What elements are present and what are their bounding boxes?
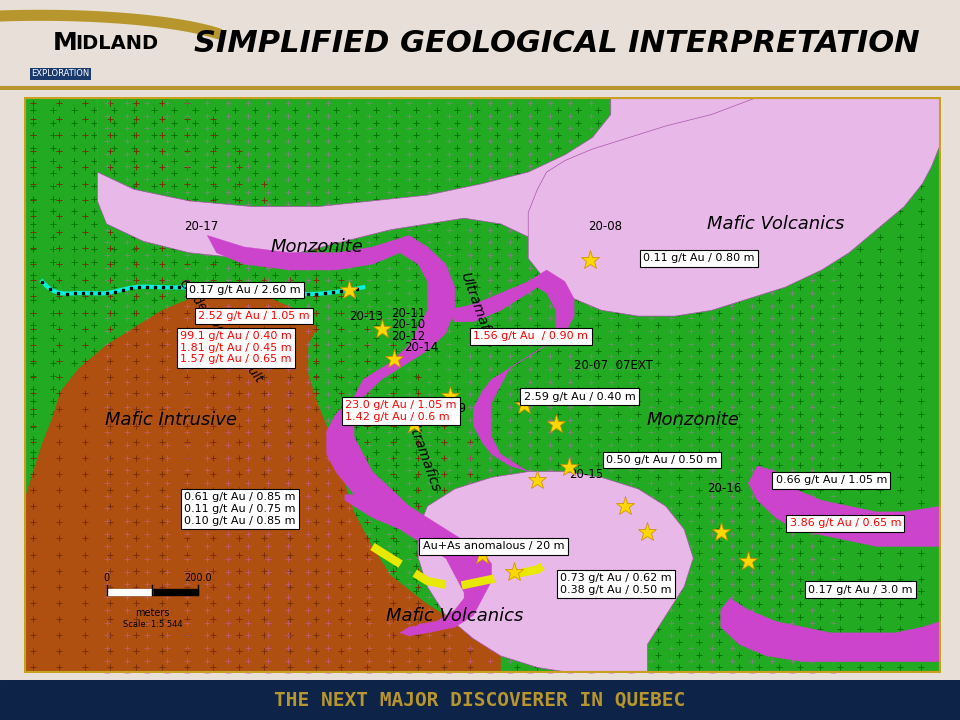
- Text: 23.0 g/t Au / 1.05 m
1.42 g/t Au / 0.6 m: 23.0 g/t Au / 1.05 m 1.42 g/t Au / 0.6 m: [345, 400, 456, 422]
- Text: 20-09: 20-09: [432, 402, 467, 415]
- Text: 20-12: 20-12: [391, 330, 425, 343]
- Text: M: M: [53, 31, 78, 55]
- Text: 20-17: 20-17: [184, 220, 219, 233]
- Text: IDLAND: IDLAND: [75, 34, 158, 53]
- Text: 0: 0: [104, 573, 109, 582]
- Text: 20-10: 20-10: [391, 318, 425, 331]
- Polygon shape: [345, 495, 482, 636]
- Text: 0.50 g/t Au / 0.50 m: 0.50 g/t Au / 0.50 m: [606, 455, 717, 465]
- Text: 2.52 g/t Au / 1.05 m: 2.52 g/t Au / 1.05 m: [198, 311, 310, 321]
- Polygon shape: [24, 97, 501, 673]
- Text: 0.17 g/t Au / 3.0 m: 0.17 g/t Au / 3.0 m: [808, 585, 912, 595]
- Polygon shape: [419, 472, 693, 673]
- Text: 0.66 g/t Au / 1.05 m: 0.66 g/t Au / 1.05 m: [776, 475, 887, 485]
- Text: Ultramafics: Ultramafics: [402, 415, 443, 494]
- Text: 0.61 g/t Au / 0.85 m
0.11 g/t Au / 0.75 m
0.10 g/t Au / 0.85 m: 0.61 g/t Au / 0.85 m 0.11 g/t Au / 0.75 …: [184, 492, 296, 526]
- Text: 0.17 g/t Au / 2.60 m: 0.17 g/t Au / 2.60 m: [189, 285, 300, 295]
- Text: SIMPLIFIED GEOLOGICAL INTERPRETATION: SIMPLIFIED GEOLOGICAL INTERPRETATION: [194, 29, 920, 58]
- Text: 20-08: 20-08: [588, 220, 622, 233]
- Text: Mafic Volcanics: Mafic Volcanics: [708, 215, 845, 233]
- Text: Scale: 1:5 544: Scale: 1:5 544: [123, 620, 182, 629]
- Polygon shape: [97, 97, 822, 258]
- Text: 3.86 g/t Au / 0.65 m: 3.86 g/t Au / 0.65 m: [789, 518, 901, 528]
- Polygon shape: [748, 466, 941, 546]
- Text: Au+As anomalous / 20 m: Au+As anomalous / 20 m: [422, 541, 564, 552]
- Text: 20-11: 20-11: [391, 307, 425, 320]
- Text: Monzonite: Monzonite: [647, 410, 740, 428]
- Text: 0.73 g/t Au / 0.62 m
0.38 g/t Au / 0.50 m: 0.73 g/t Au / 0.62 m 0.38 g/t Au / 0.50 …: [561, 573, 672, 595]
- Polygon shape: [528, 97, 941, 316]
- Text: 99.1 g/t Au / 0.40 m
1.81 g/t Au / 0.45 m
1.57 g/t Au / 0.65 m: 99.1 g/t Au / 0.40 m 1.81 g/t Au / 0.45 …: [180, 331, 292, 364]
- Text: 20-15: 20-15: [569, 468, 604, 481]
- Bar: [107, 588, 153, 595]
- Text: 0.11 g/t Au / 0.80 m: 0.11 g/t Au / 0.80 m: [643, 253, 755, 264]
- Text: THE NEXT MAJOR DISCOVERER IN QUEBEC: THE NEXT MAJOR DISCOVERER IN QUEBEC: [275, 690, 685, 710]
- Text: Monzonite: Monzonite: [271, 238, 364, 256]
- Polygon shape: [445, 270, 574, 472]
- Text: 20-14: 20-14: [404, 341, 439, 354]
- Text: 2.59 g/t Au / 0.40 m: 2.59 g/t Au / 0.40 m: [523, 392, 636, 402]
- Text: 1.56 g/t Au  / 0.90 m: 1.56 g/t Au / 0.90 m: [473, 331, 588, 341]
- Text: Mafic Intrusive: Mafic Intrusive: [105, 410, 237, 428]
- Bar: [107, 588, 198, 595]
- Text: 20-13: 20-13: [349, 310, 384, 323]
- Text: 20-07  07EXT: 20-07 07EXT: [574, 359, 653, 372]
- Text: Golden Delilah Fault: Golden Delilah Fault: [177, 276, 265, 384]
- Text: 200.0: 200.0: [184, 573, 212, 582]
- Text: Mafic Volcanics: Mafic Volcanics: [386, 606, 523, 624]
- Text: 20-16: 20-16: [707, 482, 741, 495]
- Text: Ultramafics: Ultramafics: [458, 271, 498, 350]
- Text: meters: meters: [135, 608, 170, 618]
- Polygon shape: [207, 235, 492, 627]
- Text: EXPLORATION: EXPLORATION: [32, 69, 89, 78]
- Polygon shape: [721, 598, 941, 662]
